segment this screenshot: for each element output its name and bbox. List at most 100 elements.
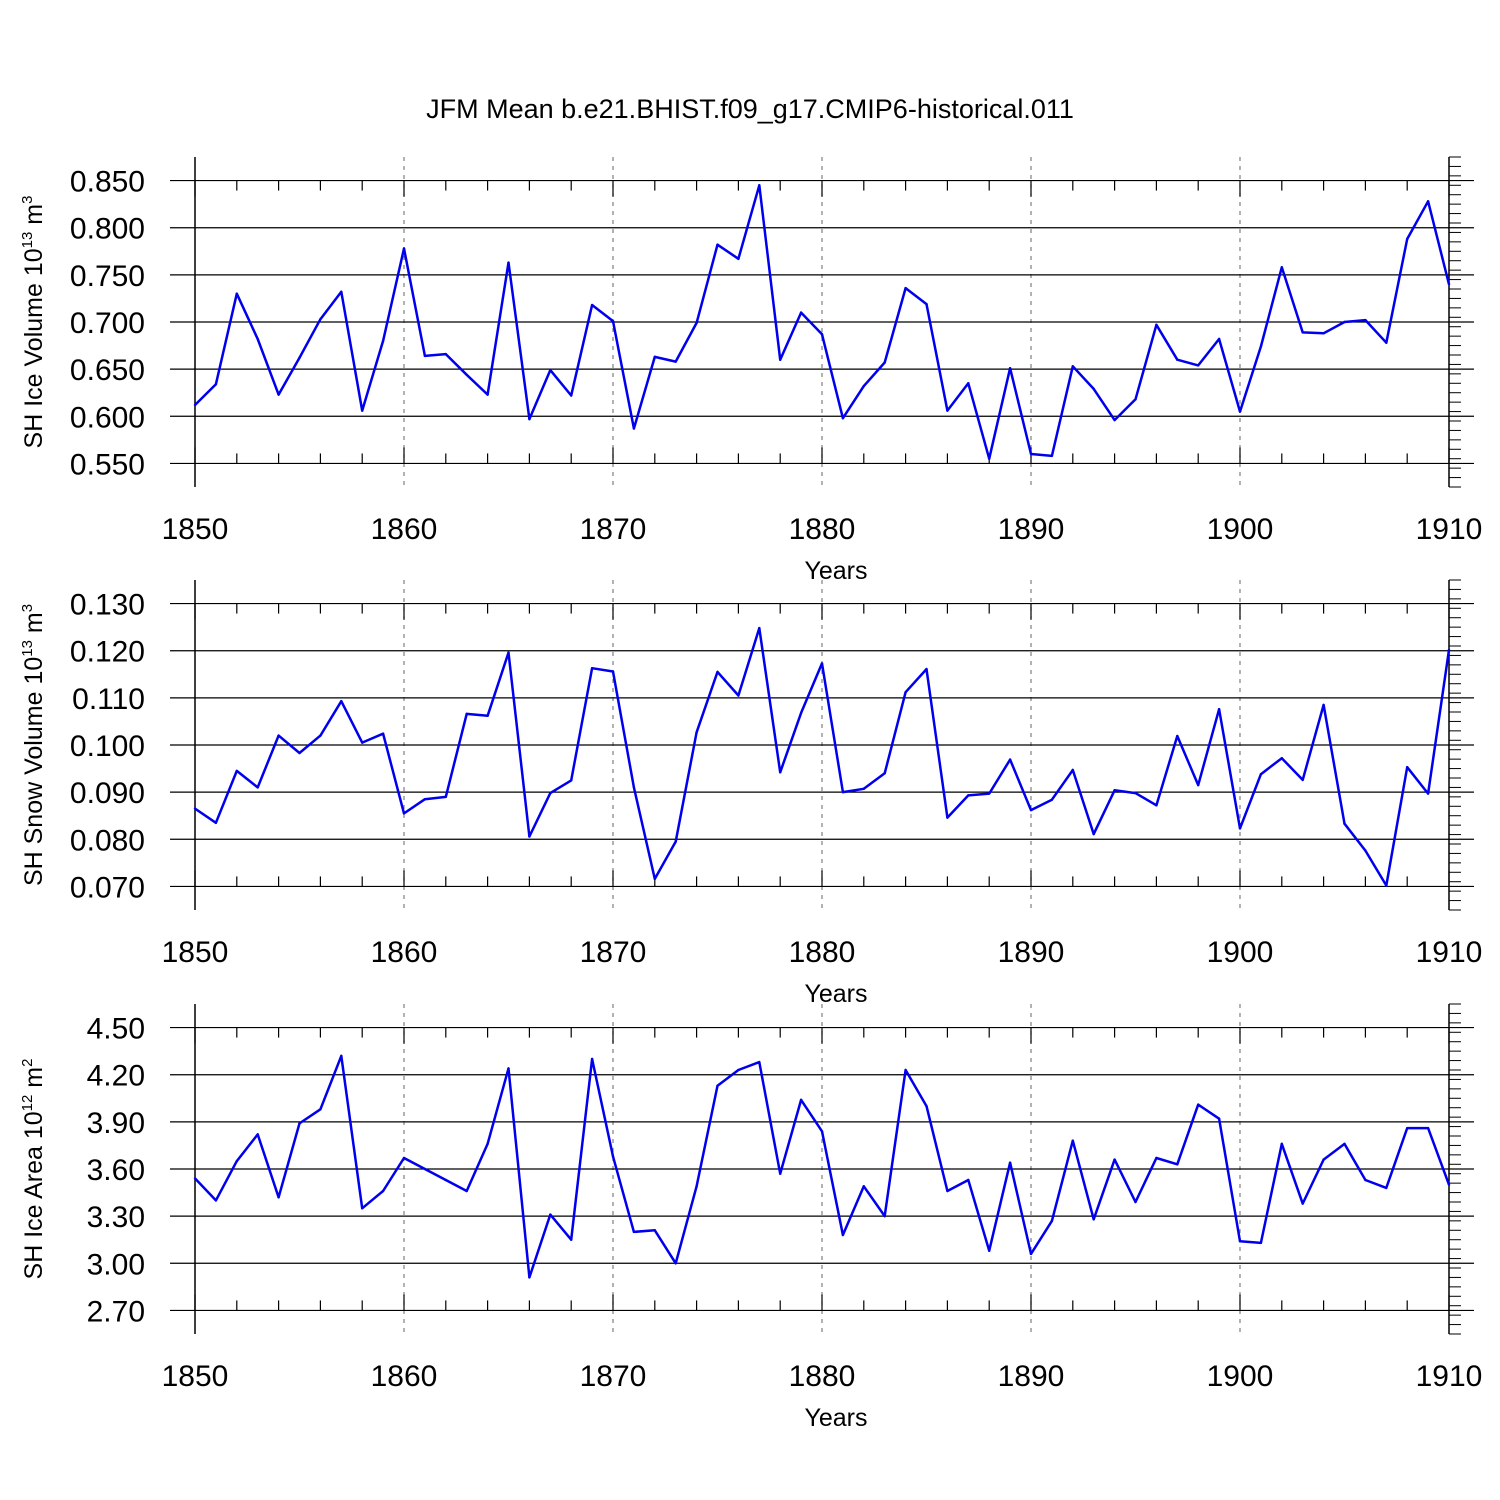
data-point bbox=[779, 771, 782, 774]
data-point bbox=[214, 821, 218, 824]
data-point bbox=[988, 457, 991, 460]
data-point bbox=[1406, 237, 1409, 241]
data-point bbox=[1197, 1103, 1200, 1106]
data-point bbox=[1197, 783, 1200, 787]
data-point bbox=[340, 1054, 343, 1058]
data-point bbox=[1155, 804, 1158, 807]
data-point bbox=[298, 751, 301, 755]
data-point bbox=[1280, 1142, 1284, 1146]
ytick-label: 0.700 bbox=[70, 307, 145, 340]
data-point bbox=[632, 427, 636, 430]
data-point bbox=[1238, 410, 1242, 413]
ytick-label: 0.080 bbox=[70, 824, 145, 857]
data-point bbox=[1385, 884, 1388, 887]
data-point bbox=[423, 354, 427, 358]
y-axis-label-main: SH Snow Volume 10 bbox=[20, 657, 48, 886]
ytick-label: 0.600 bbox=[70, 401, 145, 434]
data-point bbox=[528, 417, 531, 421]
data-point bbox=[507, 651, 510, 654]
data-point bbox=[1259, 345, 1263, 348]
data-point bbox=[967, 382, 970, 385]
data-point bbox=[1155, 1156, 1158, 1160]
data-point bbox=[1113, 1158, 1116, 1161]
xtick-label: 1860 bbox=[371, 936, 438, 969]
data-point bbox=[1301, 778, 1304, 782]
data-point bbox=[1008, 367, 1012, 370]
data-point bbox=[381, 339, 385, 343]
data-point bbox=[1301, 1202, 1304, 1205]
data-point bbox=[1217, 1117, 1221, 1120]
xtick-label: 1870 bbox=[580, 513, 647, 546]
data-point bbox=[904, 1068, 907, 1072]
y-axis-label-unit-exp: 3 bbox=[19, 604, 36, 612]
data-point bbox=[1426, 200, 1430, 203]
data-point bbox=[570, 394, 573, 397]
data-point bbox=[1050, 798, 1054, 801]
data-point bbox=[402, 247, 406, 250]
data-point bbox=[193, 807, 197, 810]
data-point bbox=[528, 835, 531, 838]
y-axis-label-unit: m bbox=[20, 204, 48, 232]
data-point bbox=[758, 184, 761, 187]
data-point bbox=[883, 361, 886, 364]
y-axis-label: SH Snow Volume 1013 m3 bbox=[19, 604, 48, 886]
data-point bbox=[1134, 398, 1137, 401]
ytick-label: 3.90 bbox=[87, 1107, 145, 1140]
data-point bbox=[1113, 789, 1116, 792]
data-point bbox=[549, 368, 552, 372]
data-point bbox=[298, 1122, 301, 1125]
data-point bbox=[1406, 1126, 1409, 1130]
data-point bbox=[841, 416, 845, 420]
data-point bbox=[1113, 418, 1116, 422]
ytick-label: 0.070 bbox=[70, 871, 145, 904]
data-point bbox=[716, 670, 719, 674]
data-point bbox=[319, 317, 322, 321]
data-point bbox=[549, 1213, 552, 1216]
data-point bbox=[758, 1060, 761, 1064]
data-point bbox=[674, 360, 677, 363]
data-point bbox=[1447, 283, 1451, 286]
data-point bbox=[1134, 791, 1137, 795]
y-axis-label-main: SH Ice Volume 10 bbox=[20, 248, 48, 448]
data-point bbox=[716, 1084, 719, 1087]
data-point bbox=[611, 670, 615, 673]
data-point bbox=[277, 393, 280, 396]
ytick-label: 0.850 bbox=[70, 166, 145, 199]
data-point bbox=[1238, 827, 1242, 830]
ytick-label: 0.090 bbox=[70, 777, 145, 810]
data-point bbox=[1259, 1241, 1263, 1245]
data-point bbox=[486, 714, 489, 717]
data-point bbox=[1322, 703, 1325, 707]
data-point bbox=[193, 403, 197, 407]
data-point bbox=[277, 734, 280, 737]
xtick-label: 1850 bbox=[162, 936, 229, 969]
data-point bbox=[820, 662, 824, 665]
data-point bbox=[1217, 337, 1221, 341]
xtick-label: 1870 bbox=[580, 1360, 647, 1393]
data-point bbox=[1217, 707, 1221, 711]
data-point bbox=[193, 1177, 197, 1180]
data-point bbox=[925, 1104, 928, 1108]
data-point bbox=[1343, 822, 1346, 825]
data-point bbox=[1322, 1158, 1325, 1161]
data-point bbox=[883, 1214, 886, 1218]
data-point bbox=[632, 786, 636, 789]
ytick-label: 0.800 bbox=[70, 213, 145, 246]
data-point bbox=[1322, 332, 1325, 335]
data-point bbox=[611, 1155, 615, 1158]
figure-title: JFM Mean b.e21.BHIST.f09_g17.CMIP6-histo… bbox=[426, 94, 1074, 124]
data-point bbox=[1050, 1219, 1054, 1223]
data-point bbox=[1176, 734, 1179, 738]
data-point bbox=[862, 384, 865, 388]
data-point bbox=[653, 877, 656, 881]
data-point bbox=[967, 1178, 970, 1182]
data-point bbox=[925, 667, 928, 671]
data-point bbox=[1071, 365, 1075, 368]
data-point bbox=[695, 321, 698, 325]
data-point bbox=[361, 1207, 364, 1210]
data-point bbox=[653, 1229, 656, 1232]
data-point bbox=[1280, 757, 1284, 760]
data-point bbox=[1364, 318, 1367, 322]
data-point bbox=[695, 731, 698, 734]
xtick-label: 1890 bbox=[998, 513, 1065, 546]
